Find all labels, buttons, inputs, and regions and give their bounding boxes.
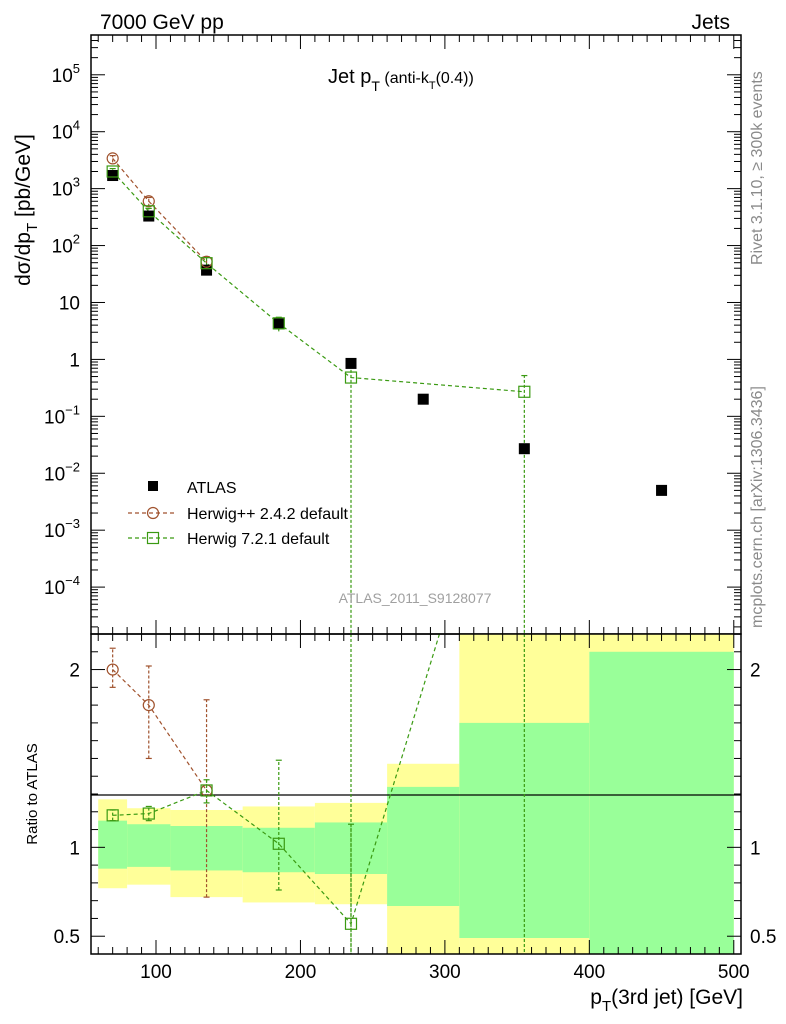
mc-marker-herwig7 bbox=[106, 165, 119, 178]
ylabel-main: dσ/dp bbox=[12, 232, 35, 286]
data-point bbox=[273, 318, 285, 330]
title-sub: T bbox=[371, 78, 380, 94]
ratio-marker-herwig7 bbox=[272, 837, 285, 850]
data-point bbox=[345, 357, 357, 369]
ratio-y-tick-label-right: 0.5 bbox=[750, 927, 776, 948]
mc-line-herwigpp bbox=[112, 157, 207, 263]
data-point bbox=[143, 210, 155, 222]
mc-marker-herwig7 bbox=[272, 317, 285, 330]
ratio-marker-herwig7 bbox=[106, 809, 119, 822]
y-tick-label: 10−3 bbox=[44, 516, 80, 542]
y-tick-label: 103 bbox=[52, 175, 80, 201]
legend-label-atlas: ATLAS bbox=[187, 480, 237, 497]
data-point bbox=[518, 443, 530, 455]
legend: ATLAS Herwig++ 2.4.2 default Herwig 7.2.… bbox=[128, 480, 349, 548]
ratio-marker-herwig7 bbox=[142, 807, 155, 820]
ratio-y-tick-label-right: 1 bbox=[750, 838, 761, 859]
data-point bbox=[107, 170, 119, 182]
ratio-y-tick-label-left: 1 bbox=[69, 838, 80, 859]
xlabel-sub: T bbox=[602, 998, 611, 1015]
mc-marker-herwigpp bbox=[142, 195, 155, 208]
data-point bbox=[656, 484, 668, 496]
ratio-y-tick-label-right: 2 bbox=[750, 661, 761, 682]
y-tick-label: 10−1 bbox=[44, 402, 80, 428]
y-tick-label: 10−2 bbox=[44, 459, 80, 485]
title-main: Jet p bbox=[328, 66, 371, 88]
legend-label-herwig7: Herwig 7.2.1 default bbox=[187, 531, 330, 548]
x-tick-label: 300 bbox=[429, 962, 461, 983]
mcplots-reference: mcplots.cern.ch [arXiv:1306.3436] bbox=[749, 386, 766, 628]
x-tick-label: 400 bbox=[573, 962, 605, 983]
mc-marker-herwig7 bbox=[200, 257, 213, 270]
y-tick-label: 104 bbox=[52, 118, 80, 144]
header-left: 7000 GeV pp bbox=[100, 11, 224, 34]
y-tick-label: 10−4 bbox=[44, 573, 80, 599]
xlabel-main: p bbox=[590, 986, 602, 1009]
uncertainty-band-inner bbox=[170, 826, 243, 871]
title-paren-end: (0.4)) bbox=[436, 70, 474, 87]
mc-marker-herwig7 bbox=[518, 385, 531, 398]
legend-marker-herwigpp bbox=[146, 506, 160, 520]
ratio-marker-herwig7 bbox=[200, 784, 213, 797]
y-tick-label: 105 bbox=[52, 61, 80, 87]
title-paren: (anti-k bbox=[384, 70, 429, 87]
mc-marker-herwigpp bbox=[106, 152, 119, 165]
y-tick-label: 102 bbox=[52, 232, 80, 258]
mc-marker-herwig7 bbox=[344, 371, 358, 384]
uncertainty-band-inner bbox=[387, 786, 460, 906]
ratio-y-tick-label-left: 0.5 bbox=[54, 927, 80, 948]
header-right: Jets bbox=[691, 11, 730, 34]
legend-marker-herwig7 bbox=[146, 531, 160, 545]
ratio-y-tick-label-left: 2 bbox=[69, 661, 80, 682]
ratio-line-herwigpp bbox=[112, 669, 208, 791]
top-ylabel: dσ/dpT [pb/GeV] bbox=[12, 134, 41, 286]
uncertainty-band-inner bbox=[127, 824, 171, 867]
analysis-watermark: ATLAS_2011_S9128077 bbox=[339, 590, 492, 606]
legend-marker-atlas bbox=[148, 481, 158, 491]
rivet-version: Rivet 3.1.10, ≥ 300k events bbox=[749, 71, 766, 265]
uncertainty-band-inner bbox=[98, 820, 128, 869]
ylabel-unit: [pb/GeV] bbox=[12, 134, 35, 217]
plot-title: Jet pT (anti-kT(0.4)) bbox=[328, 66, 474, 94]
ratio-marker-herwig7 bbox=[344, 917, 358, 930]
mc-marker-herwig7 bbox=[142, 205, 155, 218]
ratio-marker-herwigpp bbox=[142, 699, 155, 712]
title-paren-sub: T bbox=[429, 80, 436, 92]
uncertainty-band-inner bbox=[589, 651, 734, 954]
legend-label-herwigpp: Herwig++ 2.4.2 default bbox=[187, 506, 349, 523]
x-axis-label: pT(3rd jet) [GeV] bbox=[590, 986, 743, 1015]
y-tick-label: 1 bbox=[69, 350, 80, 371]
mc-line-herwig7 bbox=[112, 171, 525, 393]
data-point bbox=[201, 264, 213, 276]
x-tick-label: 100 bbox=[140, 962, 172, 983]
x-tick-label: 500 bbox=[718, 962, 750, 983]
y-tick-label: 10 bbox=[59, 293, 80, 314]
data-point bbox=[417, 393, 429, 405]
ratio-ylabel: Ratio to ATLAS bbox=[24, 743, 41, 844]
ylabel-sub: T bbox=[24, 223, 41, 232]
xlabel-rest: (3rd jet) [GeV] bbox=[611, 986, 743, 1009]
x-tick-label: 200 bbox=[285, 962, 317, 983]
ratio-marker-herwigpp bbox=[106, 663, 119, 676]
